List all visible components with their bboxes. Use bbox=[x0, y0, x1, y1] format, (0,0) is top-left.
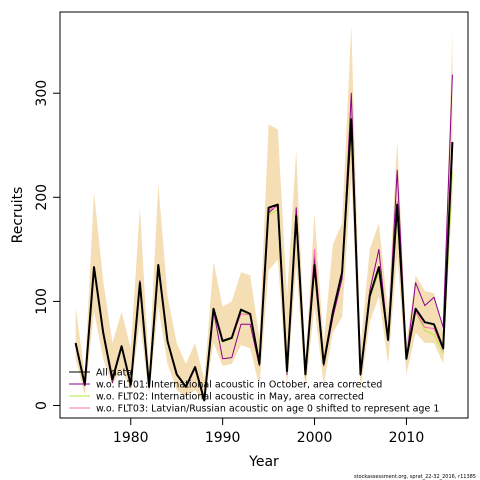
y-tick-label: 200 bbox=[34, 184, 50, 211]
series-line-0 bbox=[74, 118, 454, 402]
legend-label-2: w.o. FLT02: International acoustic in Ma… bbox=[96, 392, 364, 403]
legend-label-3: w.o. FLT03: Latvian/Russian acoustic on … bbox=[96, 404, 439, 415]
x-tick-label: 2010 bbox=[389, 430, 425, 446]
x-tick-label: 1990 bbox=[205, 430, 241, 446]
x-axis: 1980 1990 2000 2010 bbox=[113, 418, 424, 446]
credit-text: stockassessment.org, sprat_22-32_2016, r… bbox=[354, 474, 476, 480]
y-tick-label: 300 bbox=[34, 80, 50, 107]
y-axis-title: Recruits bbox=[10, 187, 26, 244]
y-tick-label: 100 bbox=[34, 288, 50, 315]
plot-frame bbox=[59, 11, 469, 419]
x-tick-label: 2000 bbox=[297, 430, 333, 446]
legend-label-0: All data bbox=[96, 368, 132, 379]
series-layer bbox=[74, 74, 454, 402]
y-axis: 0 100 200 300 bbox=[34, 80, 60, 410]
x-axis-title: Year bbox=[248, 454, 279, 470]
x-tick-label: 1980 bbox=[113, 430, 149, 446]
legend-label-1: w.o. FLT01: International acoustic in Oc… bbox=[96, 380, 382, 391]
y-tick-label: 0 bbox=[34, 401, 50, 410]
